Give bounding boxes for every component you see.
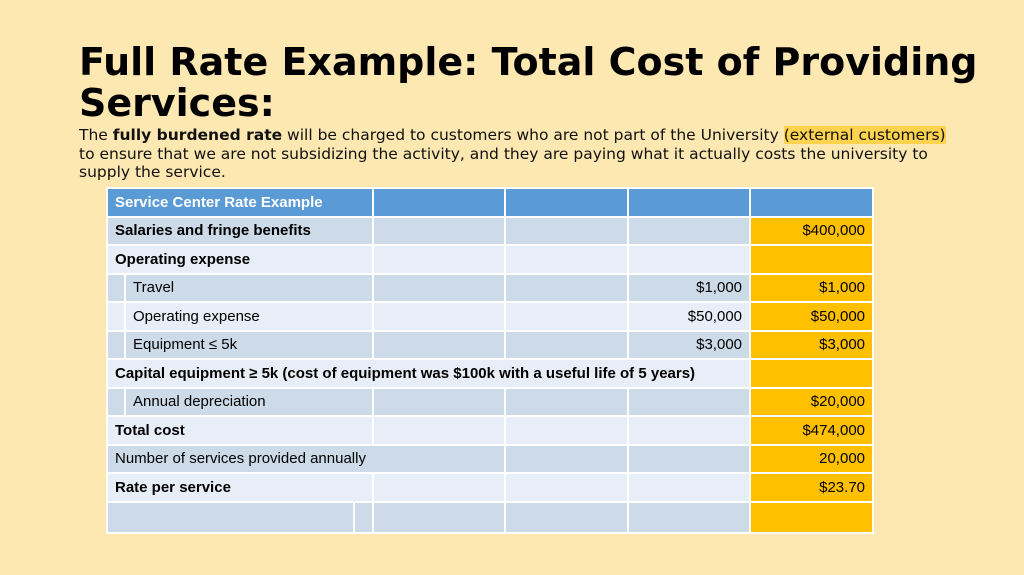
empty-cell	[372, 472, 507, 503]
table-row: Operating expense $50,000 $50,000	[106, 301, 875, 332]
amount-cell	[627, 386, 752, 417]
empty-cell	[372, 329, 507, 360]
empty-cell	[372, 272, 507, 303]
table-row: Salaries and fringe benefits $400,000	[105, 215, 875, 246]
total-cell	[749, 244, 875, 275]
rate-table: Service Center Rate Example Salaries and…	[105, 187, 875, 534]
slide-title: Full Rate Example: Total Cost of Providi…	[79, 40, 978, 125]
intro-paragraph: The fully burdened rate will be charged …	[79, 126, 959, 182]
empty-cell	[504, 215, 630, 246]
amount-cell: $50,000	[627, 301, 752, 332]
intro-suffix: to ensure that we are not subsidizing th…	[79, 144, 928, 182]
empty-cell	[627, 500, 752, 534]
amount-cell: $3,000	[627, 329, 752, 360]
indent-cell	[106, 301, 126, 332]
empty-total-cell	[749, 500, 875, 534]
empty-cell	[106, 500, 355, 534]
empty-cell	[372, 301, 507, 332]
intro-middle: will be charged to customers who are not…	[282, 126, 784, 144]
empty-cell	[504, 415, 630, 446]
header-blank-cell	[749, 187, 875, 218]
empty-cell	[504, 329, 630, 360]
indent-cell	[106, 272, 126, 303]
amount-cell	[627, 443, 752, 474]
row-label: Total cost	[105, 415, 375, 446]
intro-highlight: (external customers)	[783, 126, 946, 144]
amount-cell	[627, 244, 752, 275]
table-row: Number of services provided annually 20,…	[105, 443, 875, 474]
table-row: Rate per service $23.70	[105, 472, 875, 503]
total-cell: $400,000	[749, 215, 875, 246]
row-label: Rate per service	[105, 472, 375, 503]
table-row: Travel $1,000 $1,000	[106, 272, 875, 303]
row-label: Travel	[123, 272, 375, 303]
empty-cell	[372, 244, 507, 275]
total-cell: $50,000	[749, 301, 875, 332]
row-label: Annual depreciation	[123, 386, 375, 417]
intro-prefix: The	[79, 126, 113, 144]
row-label: Capital equipment ≥ 5k (cost of equipmen…	[105, 358, 752, 389]
empty-cell	[372, 386, 507, 417]
row-label: Operating expense	[123, 301, 375, 332]
header-blank-cell	[372, 187, 507, 218]
total-cell: $474,000	[749, 415, 875, 446]
table-row: Annual depreciation $20,000	[106, 386, 875, 417]
total-cell: $1,000	[749, 272, 875, 303]
indent-cell	[106, 386, 126, 417]
empty-cell	[504, 500, 630, 534]
table-row: Total cost $474,000	[105, 415, 875, 446]
total-cell: $20,000	[749, 386, 875, 417]
empty-cell	[352, 500, 375, 534]
empty-cell	[504, 272, 630, 303]
table-row: Equipment ≤ 5k $3,000 $3,000	[106, 329, 875, 360]
row-label: Operating expense	[105, 244, 375, 275]
header-blank-cell	[504, 187, 630, 218]
row-label: Number of services provided annually	[105, 443, 507, 474]
total-cell: $3,000	[749, 329, 875, 360]
table-row: Capital equipment ≥ 5k (cost of equipmen…	[105, 358, 875, 389]
row-label: Salaries and fringe benefits	[105, 215, 375, 246]
table-header-row: Service Center Rate Example	[105, 187, 875, 218]
total-cell	[749, 358, 875, 389]
empty-cell	[504, 472, 630, 503]
table-row: Operating expense	[105, 244, 875, 275]
amount-cell	[627, 472, 752, 503]
total-cell: $23.70	[749, 472, 875, 503]
amount-cell	[627, 215, 752, 246]
empty-cell	[504, 386, 630, 417]
empty-cell	[504, 244, 630, 275]
empty-cell	[372, 215, 507, 246]
table-row	[106, 500, 875, 534]
row-label: Equipment ≤ 5k	[123, 329, 375, 360]
empty-cell	[504, 301, 630, 332]
table-header-cell: Service Center Rate Example	[105, 187, 375, 218]
empty-cell	[372, 500, 507, 534]
indent-cell	[106, 329, 126, 360]
total-cell: 20,000	[749, 443, 875, 474]
intro-bold-term: fully burdened rate	[112, 126, 283, 144]
amount-cell: $1,000	[627, 272, 752, 303]
header-blank-cell	[627, 187, 752, 218]
empty-cell	[504, 443, 630, 474]
amount-cell	[627, 415, 752, 446]
empty-cell	[372, 415, 507, 446]
